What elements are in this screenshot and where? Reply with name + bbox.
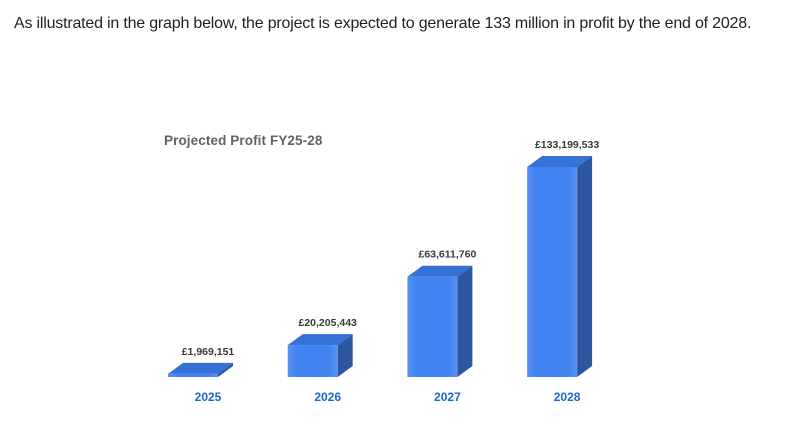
bar-2026: £20,205,443 2026 bbox=[287, 317, 357, 404]
bar-chart-canvas: £1,969,151 2025 £20,205,443 2026 £63,611,760… bbox=[168, 139, 599, 404]
bar-top-face bbox=[287, 334, 353, 346]
bar-category-label: 2026 bbox=[314, 390, 341, 404]
bar-side-face bbox=[218, 362, 233, 377]
bar-2025: £1,969,151 2025 bbox=[168, 346, 234, 404]
bar-category-label: 2025 bbox=[195, 390, 222, 404]
bar-value-label: £133,199,533 bbox=[535, 139, 599, 151]
chart-title: Projected Profit FY25-28 bbox=[164, 133, 323, 148]
bar-front-face bbox=[168, 373, 218, 377]
bar-side-face bbox=[577, 156, 593, 377]
intro-paragraph: As illustrated in the graph below, the p… bbox=[14, 15, 752, 32]
bar-top-face bbox=[527, 156, 593, 167]
bar-top-face bbox=[168, 362, 233, 374]
bar-category-label: 2028 bbox=[554, 390, 581, 404]
bar-2028: £133,199,533 2028 bbox=[527, 139, 599, 404]
profit-chart: Projected Profit FY25-28 £1,969,151 2025 £… bbox=[0, 110, 800, 426]
bar-value-label: £63,611,760 bbox=[418, 249, 476, 261]
bar-side-face bbox=[457, 265, 473, 377]
bar-2027: £63,611,760 2027 bbox=[407, 249, 476, 404]
bar-category-label: 2027 bbox=[434, 390, 461, 404]
bar-top-face bbox=[407, 265, 473, 277]
bar-side-face bbox=[337, 334, 353, 377]
bar-front-face bbox=[527, 167, 578, 377]
bar-value-label: £20,205,443 bbox=[298, 317, 357, 329]
bar-front-face bbox=[407, 276, 458, 377]
bar-value-label: £1,969,151 bbox=[182, 346, 235, 358]
bar-front-face bbox=[287, 345, 338, 377]
